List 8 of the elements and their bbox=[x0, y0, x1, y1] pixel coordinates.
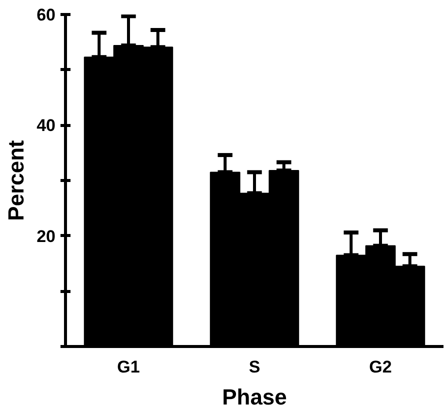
x-tick-label: G1 bbox=[117, 358, 140, 376]
y-tick-label: 20 bbox=[36, 226, 56, 246]
x-tick-label: S bbox=[248, 358, 260, 376]
x-axis-title: Phase bbox=[222, 384, 287, 410]
y-tick-label: 40 bbox=[36, 116, 56, 136]
x-tick-label: G2 bbox=[369, 358, 392, 376]
y-axis-title: Percent bbox=[4, 139, 29, 221]
y-tick-label: 60 bbox=[36, 6, 56, 24]
